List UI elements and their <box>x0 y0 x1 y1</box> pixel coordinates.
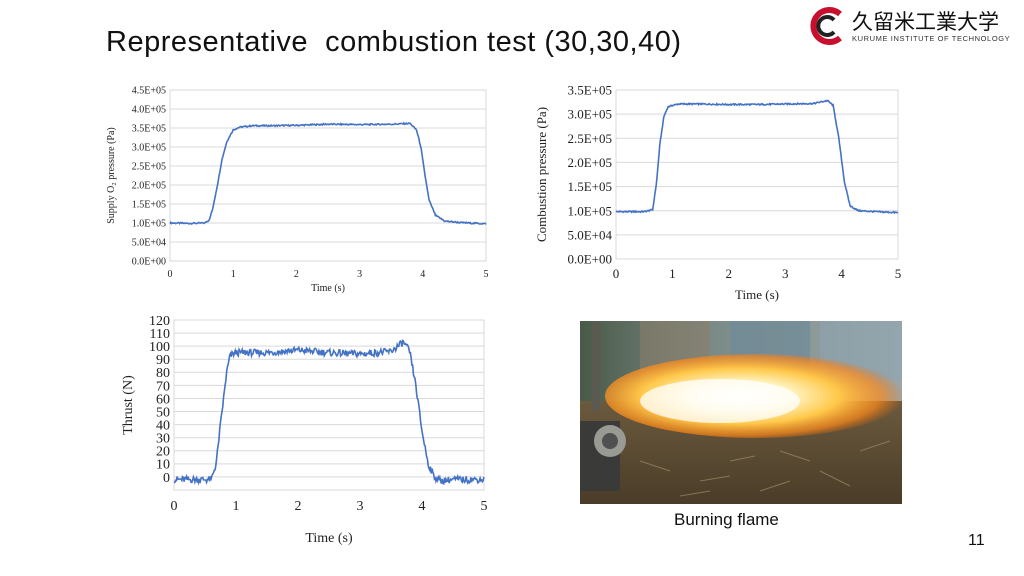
x-tick-label: 5 <box>895 266 902 281</box>
y-tick-label: 5.0E+04 <box>567 227 612 242</box>
y-tick-label: 100 <box>149 340 170 355</box>
x-tick-label: 1 <box>669 266 676 281</box>
y-tick-label: 3.5E+05 <box>132 124 166 135</box>
y-tick-label: 3.5E+05 <box>567 83 612 98</box>
x-tick-label: 4 <box>838 266 845 281</box>
y-tick-label: 1.5E+05 <box>132 200 166 211</box>
x-tick-label: 5 <box>484 269 489 280</box>
supply-o2-pressure-chart: 0.0E+00 5.0E+04 1.0E+05 1.5E+05 2.0E+05 2.5E+… <box>106 86 489 295</box>
y-tick-label: 90 <box>156 353 170 368</box>
y-tick-label: 60 <box>156 392 170 407</box>
y-tick-label: 1.0E+05 <box>132 219 166 230</box>
logo-mark-icon <box>810 7 842 45</box>
y-tick-label: 1.0E+05 <box>567 203 612 218</box>
plot-frame <box>169 89 487 262</box>
y-tick-label: 10 <box>156 458 170 473</box>
plot-frame <box>173 319 485 491</box>
y-axis-label: Combustion pressure (Pa) <box>534 107 549 242</box>
logo-subtitle: KURUME INSTITUTE OF TECHNOLOGY <box>852 34 1011 43</box>
plot-frame <box>615 89 899 260</box>
x-axis-label: Time (s) <box>311 283 345 294</box>
x-tick-label: 4 <box>419 499 426 514</box>
series-line <box>169 121 487 225</box>
x-tick-label: 0 <box>171 499 178 514</box>
x-tick-label: 1 <box>233 499 240 514</box>
page-number: 11 <box>968 532 985 549</box>
series-line <box>173 339 485 486</box>
y-tick-label: 3.0E+05 <box>567 107 612 122</box>
y-tick-label: 2.0E+05 <box>567 155 612 170</box>
photo-caption: Burning flame <box>674 510 779 529</box>
x-tick-label: 0 <box>613 266 620 281</box>
y-tick-label: 70 <box>156 379 170 394</box>
x-tick-label: 0 <box>168 269 173 280</box>
y-axis-label: Thrust (N) <box>121 375 136 435</box>
y-tick-label: 40 <box>156 419 170 434</box>
y-tick-label: 2.0E+05 <box>132 181 166 192</box>
x-axis-label: Time (s) <box>735 287 779 302</box>
x-axis-label: Time (s) <box>305 531 353 546</box>
x-tick-label: 2 <box>726 266 733 281</box>
y-tick-label: 110 <box>150 327 170 342</box>
y-tick-label: 4.0E+05 <box>132 105 166 116</box>
x-tick-label: 3 <box>782 266 789 281</box>
x-tick-label: 3 <box>357 499 364 514</box>
slide-title: Representative combustion test (30,30,40… <box>106 26 682 58</box>
x-tick-label: 2 <box>295 499 302 514</box>
y-tick-label: 0.0E+00 <box>132 257 166 268</box>
y-tick-label: 0 <box>163 471 170 486</box>
y-tick-label: 3.0E+05 <box>132 143 166 154</box>
y-tick-label: 4.5E+05 <box>132 86 166 97</box>
y-tick-label: 5.0E+04 <box>132 238 166 249</box>
x-tick-label: 4 <box>420 269 425 280</box>
x-tick-label: 1 <box>231 269 236 280</box>
logo-name: 久留米工業大学 <box>852 10 999 34</box>
combustion-pressure-chart: 0.0E+00 5.0E+04 1.0E+05 1.5E+05 2.0E+05 2.5E+… <box>534 83 902 302</box>
university-logo: 久留米工業大学 KURUME INSTITUTE OF TECHNOLOGY <box>804 4 1020 48</box>
y-tick-label: 30 <box>156 432 170 447</box>
x-tick-label: 3 <box>357 269 362 280</box>
y-tick-label: 2.5E+05 <box>567 131 612 146</box>
y-tick-label: 2.5E+05 <box>132 162 166 173</box>
y-tick-label: 1.5E+05 <box>567 179 612 194</box>
y-tick-label: 80 <box>156 366 170 381</box>
x-tick-label: 5 <box>481 499 488 514</box>
y-tick-label: 120 <box>149 314 170 329</box>
y-tick-label: 0.0E+00 <box>567 252 612 267</box>
x-tick-label: 2 <box>294 269 299 280</box>
burning-flame-photo <box>580 321 902 504</box>
y-axis-label: Supply O₂ pressure (Pa) <box>106 127 117 224</box>
y-tick-label: 50 <box>156 405 170 420</box>
series-line <box>615 99 899 215</box>
y-tick-label: 20 <box>156 445 170 460</box>
